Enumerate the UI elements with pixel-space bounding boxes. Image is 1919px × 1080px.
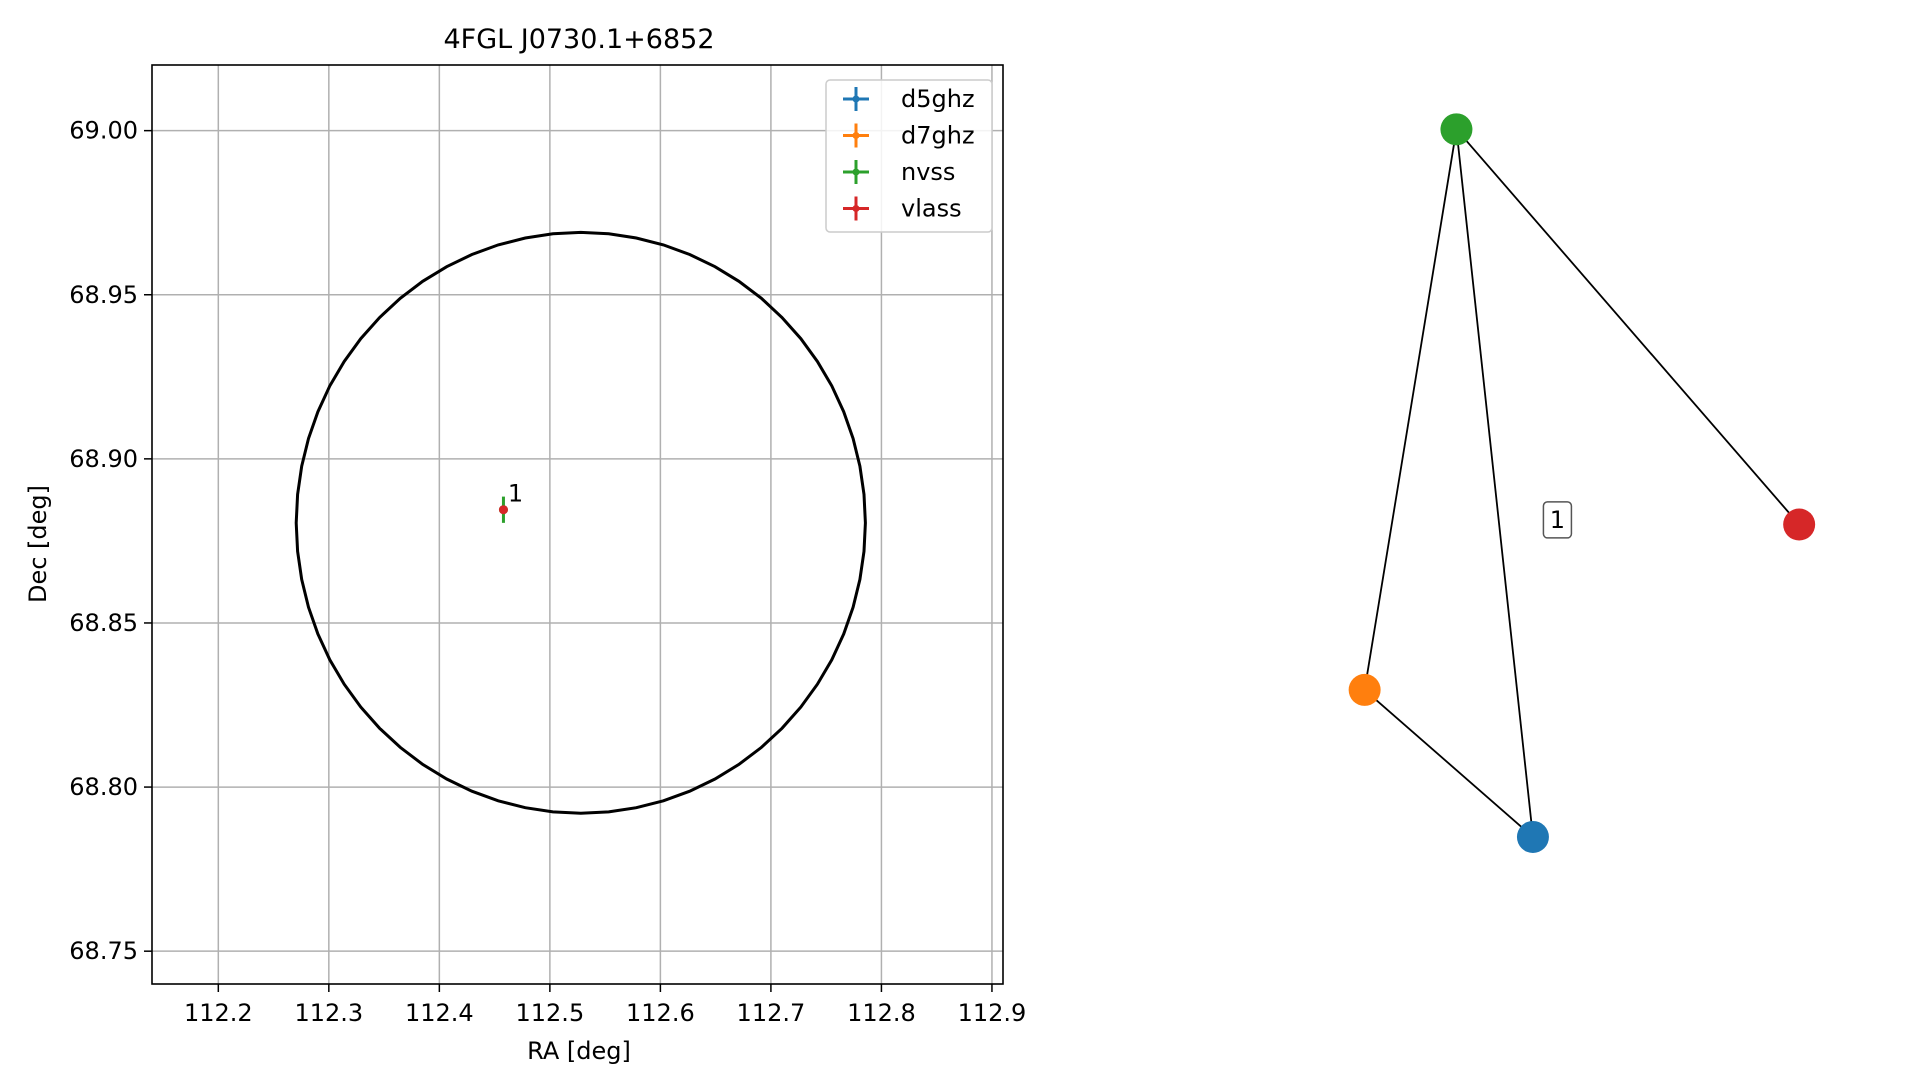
legend-item-nvss: nvss: [843, 158, 955, 186]
data-marks: [498, 496, 508, 523]
legend-label: nvss: [901, 158, 955, 186]
node-d5ghz: [1516, 820, 1549, 853]
graph-nodes: [1348, 113, 1816, 853]
x-tick-label: 112.7: [737, 999, 806, 1027]
y-tick-label: 69.00: [69, 117, 138, 145]
y-tick-label: 68.90: [69, 445, 138, 473]
y-tick-label: 68.80: [69, 773, 138, 801]
x-axis-ticks: 112.2 112.3 112.4 112.5 112.6 112.7 112.8 112.9: [184, 984, 1026, 1027]
legend-marker: [852, 205, 860, 212]
legend-label: d5ghz: [901, 85, 975, 113]
x-tick-label: 112.8: [847, 999, 916, 1027]
node-d7ghz: [1348, 673, 1381, 706]
x-tick-label: 112.6: [626, 999, 695, 1027]
y-axis-label: Dec [deg]: [24, 485, 52, 603]
y-axis-ticks: 68.75 68.80 68.85 68.90 68.95 69.00: [69, 117, 152, 965]
legend: d5ghz d7ghz nvss vlass: [825, 79, 993, 233]
legend-label: d7ghz: [901, 122, 975, 150]
edge-nvss-vlass: [1455, 128, 1800, 526]
x-tick-label: 112.9: [958, 999, 1027, 1027]
legend-box: [825, 79, 993, 233]
legend-item-d7ghz: d7ghz: [843, 122, 975, 150]
scatter-chart: 4FGL J0730.1+6852 1 112.2 112.3 112.4 112.5…: [24, 24, 1026, 1065]
legend-item-d5ghz: d5ghz: [843, 85, 975, 113]
y-tick-label: 68.95: [69, 281, 138, 309]
x-tick-label: 112.2: [184, 999, 253, 1027]
cluster-label-box: [1542, 501, 1573, 539]
legend-marker: [852, 168, 860, 176]
node-nvss: [1440, 113, 1473, 146]
legend-label: vlass: [901, 195, 962, 223]
network-graph: 1: [1348, 113, 1816, 853]
graph-edges: [1363, 128, 1800, 838]
x-tick-label: 112.5: [516, 999, 585, 1027]
point-vlass: [498, 505, 508, 515]
legend-marker: [852, 95, 860, 103]
source-annotation: 1: [508, 480, 523, 508]
cluster-label-text: 1: [1550, 506, 1565, 534]
legend-marker: [852, 132, 860, 139]
y-tick-label: 68.85: [69, 609, 138, 637]
cluster-label: 1: [1542, 501, 1573, 539]
x-tick-label: 112.3: [294, 999, 363, 1027]
node-vlass: [1783, 508, 1816, 541]
x-axis-label: RA [deg]: [527, 1037, 631, 1065]
chart-title: 4FGL J0730.1+6852: [443, 24, 714, 55]
x-tick-label: 112.4: [405, 999, 474, 1027]
edge-d7ghz-d5ghz: [1364, 689, 1534, 838]
edge-nvss-d7ghz: [1363, 129, 1458, 691]
edge-nvss-d5ghz: [1455, 129, 1534, 838]
plot-frame: [151, 64, 1004, 985]
point-marker: [498, 505, 508, 515]
legend-item-vlass: vlass: [843, 195, 962, 223]
localization-ellipse: [294, 230, 867, 815]
y-tick-label: 68.75: [69, 937, 138, 965]
